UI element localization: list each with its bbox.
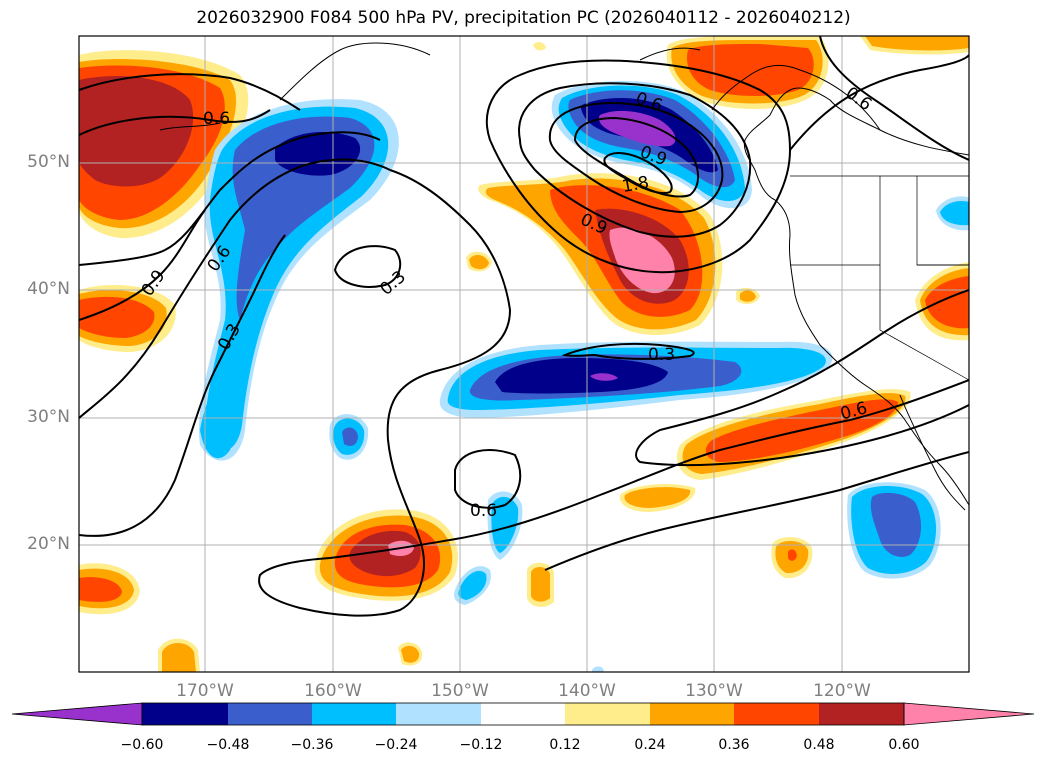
colorbar-tick-label: 0.12 — [549, 737, 581, 753]
longitude-label: 120°W — [813, 681, 871, 701]
positive-anomaly-west-15n — [79, 563, 140, 615]
colorbar-tick-label: 0.60 — [888, 737, 920, 753]
colorbar-tick-label: −0.60 — [120, 737, 164, 753]
us-state-borders — [790, 175, 970, 381]
colorbar-swatch — [481, 703, 565, 725]
colorbar-swatch — [396, 703, 481, 725]
contour-label: 0.3 — [376, 267, 410, 300]
longitude-label: 140°W — [558, 681, 616, 701]
contour-label: 0.3 — [648, 345, 675, 365]
colorbar-tick-label: −0.24 — [374, 737, 418, 753]
positive-anomaly-hawaii — [314, 509, 458, 601]
colorbar-tick-label: 0.24 — [634, 737, 666, 753]
latitude-label: 40°N — [27, 279, 70, 299]
positive-anomaly-central — [478, 173, 723, 336]
latitude-label: 50°N — [27, 152, 70, 172]
colorbar — [11, 702, 1035, 726]
colorbar-swatch — [734, 703, 819, 725]
longitude-label: 170°W — [176, 681, 234, 701]
longitude-label: 130°W — [685, 681, 743, 701]
longitude-label: 150°W — [431, 681, 489, 701]
colorbar-extend-right — [903, 702, 1035, 726]
colorbar-extend-left — [11, 702, 143, 726]
longitude-label: 160°W — [304, 681, 362, 701]
colorbar-tick-label: −0.36 — [290, 737, 334, 753]
colorbar-swatch — [312, 703, 396, 725]
colorbar-tick-label: −0.12 — [459, 737, 503, 753]
precipitation-shading — [79, 36, 969, 672]
contour-label: 1.8 — [620, 173, 650, 197]
colorbar-swatch — [142, 703, 228, 725]
colorbar-swatch — [650, 703, 734, 725]
colorbar-swatch — [819, 703, 904, 725]
colorbar-swatch — [565, 703, 650, 725]
colorbar-swatch — [228, 703, 312, 725]
contour-label: 0.6 — [203, 109, 230, 129]
positive-anomaly-west-40n — [79, 285, 176, 352]
map-title: 2026032900 F084 500 hPa PV, precipitatio… — [196, 8, 851, 28]
negative-anomaly-north-pacific — [199, 99, 399, 461]
negative-anomaly-central-streak — [439, 341, 833, 418]
contour-label: 0.6 — [842, 83, 876, 115]
colorbar-tick-label: 0.36 — [718, 737, 750, 753]
colorbar-tick-label: −0.48 — [206, 737, 250, 753]
negative-anomaly-gulf-of-alaska — [551, 80, 752, 209]
pv-contours — [79, 36, 969, 617]
map-gridlines — [79, 36, 969, 672]
latitude-label: 30°N — [27, 407, 70, 427]
map-frame — [78, 35, 970, 673]
positive-anomaly-northwest — [79, 50, 249, 239]
colorbar-tick-label: 0.48 — [803, 737, 835, 753]
latitude-label: 20°N — [27, 534, 70, 554]
contour-label: 0.6 — [470, 501, 497, 521]
